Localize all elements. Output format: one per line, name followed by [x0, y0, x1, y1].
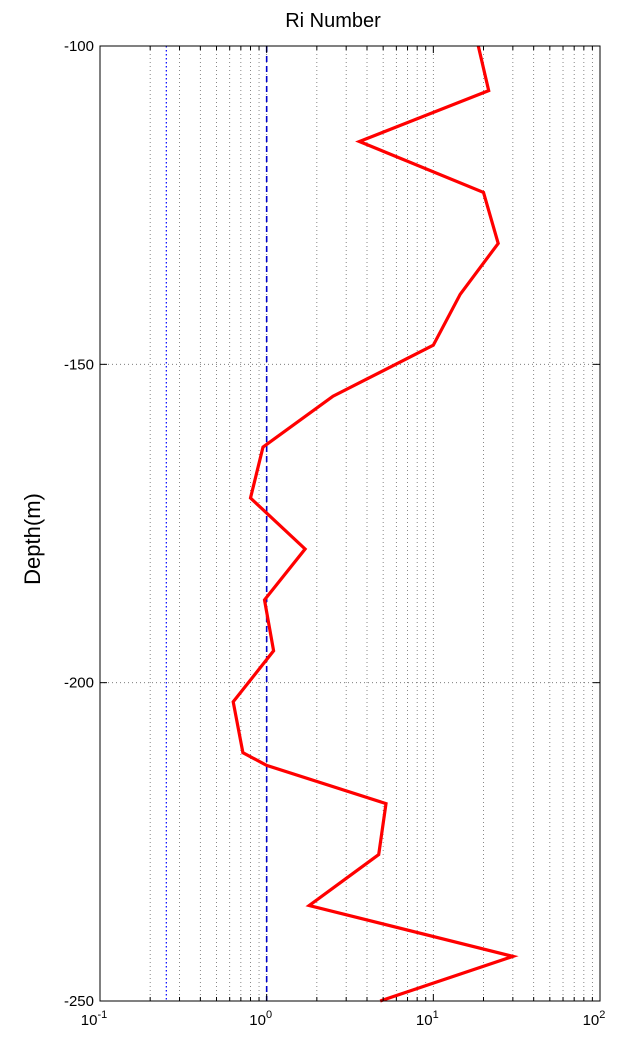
y-tick-label: -200	[64, 675, 94, 692]
x-tick-base: 10	[416, 1012, 433, 1029]
ri-profile-line	[231, 45, 519, 1003]
x-tick-exponent: 0	[266, 1009, 272, 1021]
series-layer	[231, 45, 519, 1003]
axis-ticks	[99, 45, 601, 1002]
x-tick-label: 100	[249, 1009, 272, 1029]
reference-lines	[165, 46, 268, 1001]
x-tick-exponent: -1	[97, 1009, 107, 1021]
y-tick-label: -100	[64, 38, 94, 55]
plot-frame	[99, 45, 601, 1002]
x-tick-base: 10	[249, 1012, 266, 1029]
x-tick-base: 10	[81, 1012, 98, 1029]
x-tick-label: 10-1	[81, 1009, 107, 1029]
grid-lines	[100, 45, 600, 1002]
chart-title: Ri Number	[285, 10, 381, 32]
x-tick-label: 102	[583, 1009, 606, 1029]
y-tick-label: -250	[64, 993, 94, 1010]
y-tick-label: -150	[64, 356, 94, 373]
x-tick-label: 101	[416, 1009, 439, 1029]
x-tick-exponent: 1	[433, 1009, 439, 1021]
y-axis-label: Depth(m)	[20, 493, 45, 585]
x-tick-base: 10	[583, 1012, 600, 1029]
x-tick-exponent: 2	[599, 1009, 605, 1021]
